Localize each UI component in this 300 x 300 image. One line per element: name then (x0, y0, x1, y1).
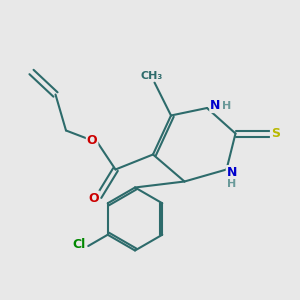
Text: H: H (222, 100, 231, 111)
Text: O: O (88, 191, 99, 205)
Text: CH₃: CH₃ (141, 71, 163, 81)
Text: N: N (227, 166, 237, 179)
Text: N: N (210, 99, 220, 112)
Text: S: S (271, 127, 280, 140)
Text: H: H (227, 179, 236, 189)
Text: O: O (87, 134, 98, 148)
Text: Cl: Cl (73, 238, 86, 251)
